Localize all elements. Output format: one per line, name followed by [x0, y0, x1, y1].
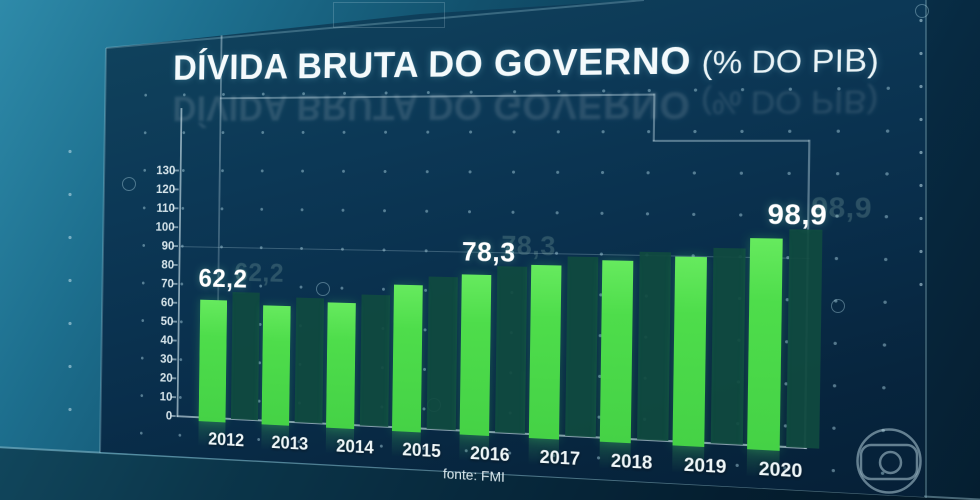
x-label-2017: 2017 [519, 446, 600, 472]
y-tick-label-50: 50 [138, 313, 173, 328]
x-label-2015: 2015 [383, 438, 460, 463]
y-tick-label-120: 120 [140, 182, 175, 196]
bar-2019 [673, 257, 707, 447]
y-tick-label-80: 80 [139, 257, 174, 272]
bar-shadow-2020 [786, 229, 822, 448]
y-tick-120 [174, 188, 178, 189]
x-label-2012: 2012 [190, 428, 262, 452]
bar-shadow-2016 [495, 266, 527, 434]
y-tick-60 [173, 302, 177, 304]
bar-shadow-2014 [360, 295, 390, 427]
y-tick-label-130: 130 [140, 163, 175, 177]
bar-2017 [529, 265, 562, 440]
y-tick-label-90: 90 [139, 238, 174, 253]
tv-graphic-screen: DÍVIDA BRUTA DO GOVERNO (% DO PIB) DÍVIDA… [0, 0, 980, 500]
y-tick-30 [172, 358, 176, 360]
y-tick-40 [172, 339, 176, 341]
globo-logo-watermark [849, 424, 931, 500]
dot-column-left [68, 130, 72, 440]
x-label-2020: 2020 [737, 457, 825, 484]
y-tick-label-70: 70 [139, 275, 174, 290]
bar-2014 [326, 302, 356, 429]
bar-2012 [199, 300, 227, 423]
globo-logo-inner-circle [880, 452, 901, 473]
bar-2018 [600, 260, 634, 443]
y-tick-10 [172, 396, 176, 398]
value-label-2012: 62,2 [174, 263, 273, 295]
bar-2015 [392, 285, 423, 433]
y-tick-label-100: 100 [140, 219, 175, 234]
bar-shadow-2012 [231, 292, 260, 420]
value-label-2016: 78,3 [435, 236, 544, 269]
y-tick-label-20: 20 [138, 369, 173, 385]
globo-logo-outer-circle [858, 430, 921, 493]
x-label-2013: 2013 [253, 432, 327, 456]
bar-shadow-2017 [565, 257, 598, 438]
chart-plane: DÍVIDA BRUTA DO GOVERNO (% DO PIB) DÍVIDA… [100, 0, 941, 500]
y-tick-label-10: 10 [137, 388, 172, 404]
y-tick-label-40: 40 [138, 332, 173, 347]
x-label-2018: 2018 [590, 449, 673, 475]
value-label-2020: 98,9 [737, 198, 858, 232]
bar-shadow-2018 [637, 252, 671, 441]
y-tick-20 [172, 377, 176, 379]
x-label-2016: 2016 [450, 442, 529, 467]
bar-2016 [460, 274, 492, 436]
bar-2013 [262, 305, 291, 425]
y-tick-label-0: 0 [137, 407, 172, 423]
bar-2020 [747, 238, 783, 451]
y-tick-100 [174, 226, 178, 227]
y-tick-90 [173, 245, 177, 246]
y-tick-110 [174, 207, 178, 208]
bar-shadow-2013 [295, 298, 324, 424]
x-label-2019: 2019 [663, 453, 748, 479]
y-tick-130 [174, 170, 178, 171]
y-tick-label-30: 30 [138, 350, 173, 366]
y-tick-0 [171, 415, 175, 417]
x-label-2014: 2014 [317, 435, 393, 460]
y-tick-label-110: 110 [140, 200, 175, 215]
y-tick-label-60: 60 [139, 294, 174, 309]
y-tick-50 [173, 321, 177, 323]
plot-area: 130 120 110 100 90 80 70 60 50 40 30 20 10 0 2012 62,2 6… [100, 0, 941, 500]
bar-shadow-2015 [427, 277, 458, 431]
bar-shadow-2019 [711, 248, 746, 445]
